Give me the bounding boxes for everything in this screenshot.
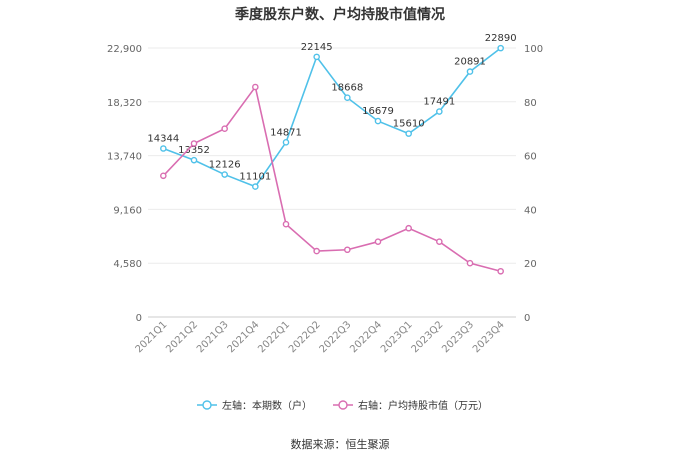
data-label: 16679 (362, 106, 394, 117)
data-label: 14344 (147, 134, 179, 145)
data-point (252, 83, 259, 91)
x-tick-label: 2022Q3 (318, 319, 354, 355)
data-point (497, 44, 504, 52)
x-tick-label: 2023Q4 (471, 319, 507, 355)
data-point (405, 224, 412, 232)
right-tick-label: 80 (524, 98, 537, 109)
data-point (344, 94, 351, 102)
right-tick-label: 0 (524, 313, 530, 324)
data-point (466, 68, 474, 75)
data-point (160, 172, 167, 180)
data-point (436, 238, 443, 245)
data-point (221, 171, 228, 178)
chart-svg: 0 0 4,580 20 9,160 40 13,740 60 18,320 80 22,900 10… (107, 33, 543, 412)
data-label: 15610 (393, 119, 425, 130)
data-label: 22890 (485, 33, 517, 44)
data-point (405, 130, 412, 137)
series-line (163, 47, 502, 188)
data-point (313, 247, 320, 255)
legend-label: 右轴：户均持股市值（万元） (358, 399, 488, 412)
left-tick-label: 18,320 (107, 98, 142, 109)
right-tick-label: 40 (524, 205, 537, 216)
data-point (190, 156, 198, 164)
data-point (221, 125, 228, 132)
left-tick-label: 22,900 (107, 44, 142, 55)
right-tick-label: 100 (524, 44, 543, 55)
data-point (344, 246, 351, 254)
x-tick-label: 2021Q1 (134, 319, 170, 355)
data-label: 11101 (239, 172, 271, 183)
data-label: 12126 (209, 160, 241, 171)
right-tick-label: 60 (524, 152, 537, 163)
chart-title: 季度股东户数、户均持股市值情况 (235, 7, 445, 23)
x-tick-label: 2023Q2 (410, 319, 446, 355)
legend-marker (202, 400, 212, 410)
data-label: 18668 (331, 83, 363, 94)
right-tick-label: 20 (524, 259, 537, 270)
data-label: 17491 (423, 97, 455, 108)
legend-marker (338, 400, 348, 410)
legend-label: 左轴：本期数（户） (222, 399, 312, 412)
data-source: 数据来源：恒生聚源 (290, 438, 390, 451)
data-point (374, 238, 382, 245)
x-tick-label: 2021Q2 (164, 319, 200, 355)
left-tick-label: 4,580 (113, 259, 142, 270)
data-point (160, 145, 167, 152)
x-tick-label: 2022Q2 (287, 319, 323, 355)
data-label: 13352 (178, 145, 210, 156)
x-tick-label: 2021Q3 (195, 319, 231, 355)
x-tick-label: 2022Q4 (348, 319, 384, 355)
x-tick-label: 2022Q1 (256, 319, 292, 355)
data-point (466, 259, 474, 267)
data-point (497, 267, 504, 275)
left-tick-label: 9,160 (113, 205, 142, 216)
x-tick-label: 2021Q4 (226, 319, 262, 355)
left-tick-label: 0 (136, 313, 142, 324)
series-line (162, 85, 501, 273)
x-tick-label: 2023Q3 (440, 319, 476, 355)
data-point (436, 108, 443, 115)
data-label: 14871 (270, 127, 302, 138)
left-tick-label: 13,740 (107, 152, 142, 163)
data-label: 22145 (301, 42, 333, 53)
data-point (252, 183, 259, 190)
data-point (190, 140, 198, 147)
data-point (282, 139, 290, 146)
data-point (313, 53, 320, 61)
x-tick-label: 2023Q1 (379, 319, 415, 355)
data-point (374, 117, 382, 125)
data-point (282, 220, 290, 228)
data-label: 20891 (454, 57, 486, 68)
